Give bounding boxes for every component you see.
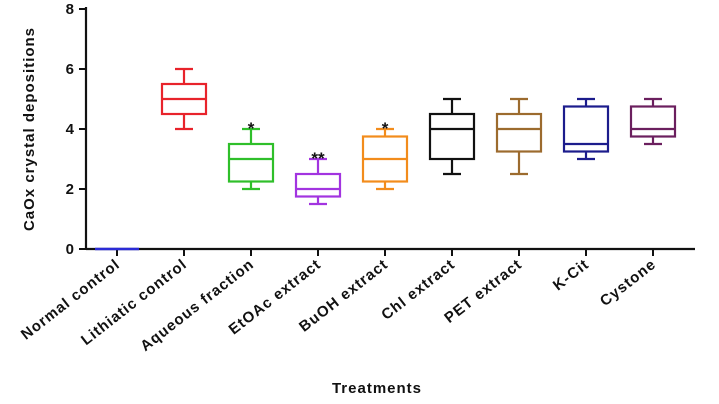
significance-label: * — [382, 119, 389, 138]
box-group — [562, 97, 610, 161]
y-tick-label: 2 — [66, 181, 74, 198]
y-tick-label: 6 — [66, 61, 74, 78]
box-iqr — [629, 105, 677, 138]
box-group — [428, 97, 476, 176]
box-group — [495, 97, 543, 176]
x-tick-label: K-Cit — [550, 256, 593, 295]
y-tick-label: 0 — [66, 241, 74, 258]
box-group — [629, 97, 677, 146]
significance-label: ** — [311, 149, 325, 168]
x-tick-label: Aqueous fraction — [137, 256, 257, 355]
box-iqr — [294, 172, 342, 198]
y-axis-title: CaOx crystal depositions — [21, 27, 38, 231]
significance-label: * — [248, 119, 255, 138]
box-iqr — [562, 105, 610, 153]
y-tick-label: 8 — [66, 1, 74, 18]
box-iqr — [428, 112, 476, 161]
x-tick-label: Cystone — [597, 256, 660, 310]
box-group: * — [361, 119, 409, 191]
box-group — [160, 67, 208, 131]
box-group: * — [227, 119, 275, 191]
box-iqr — [227, 142, 275, 183]
axes: 0 2 4 6 8 — [66, 1, 695, 258]
y-tick-label: 4 — [66, 121, 75, 138]
box-iqr — [495, 112, 543, 153]
x-axis-title: Treatments — [332, 380, 422, 397]
box-group: ** — [294, 149, 342, 206]
box-series: **** — [95, 67, 677, 251]
